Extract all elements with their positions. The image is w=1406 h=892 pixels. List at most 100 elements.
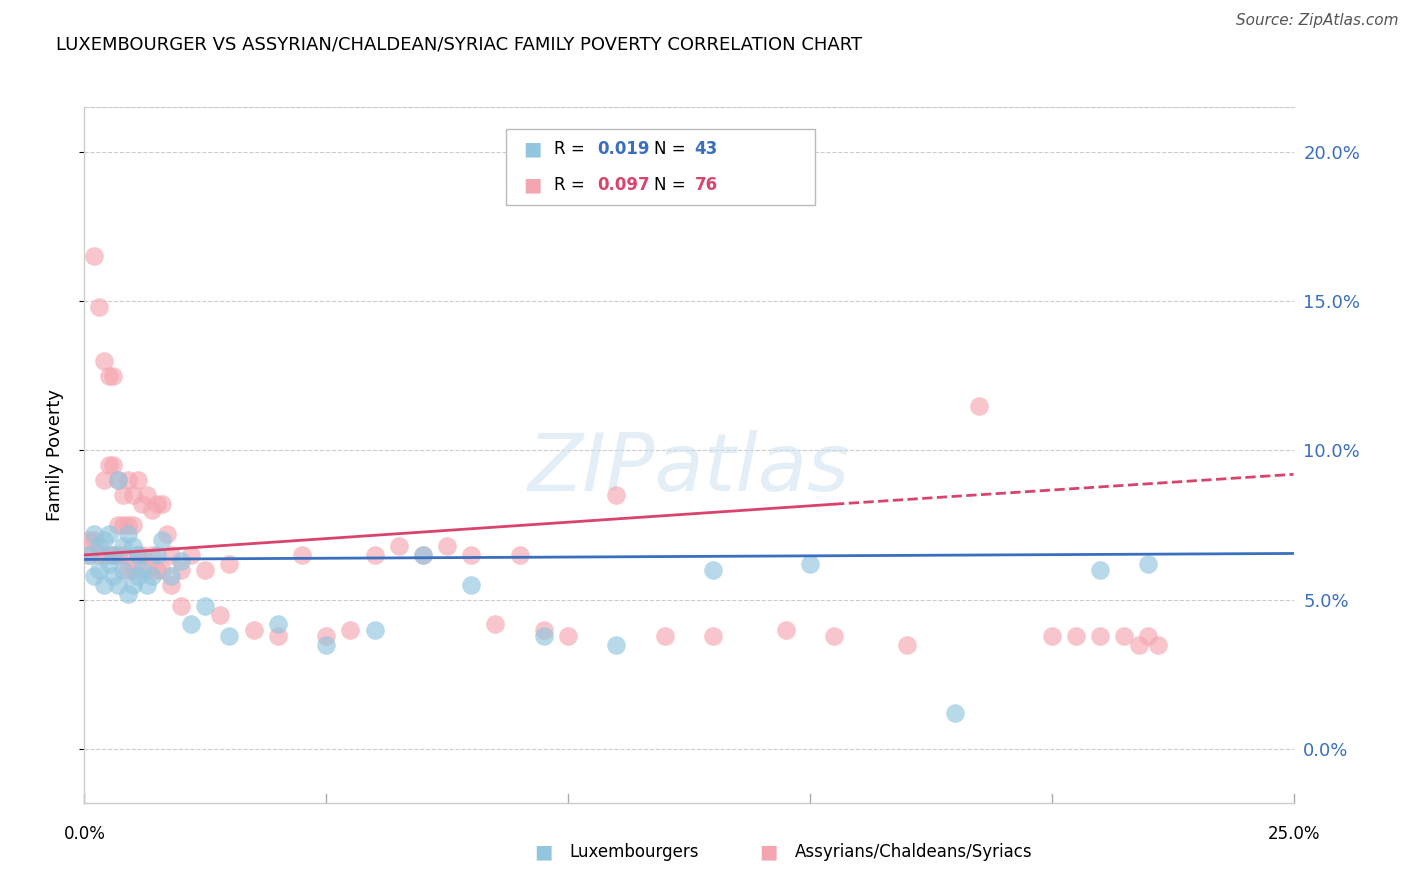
Point bbox=[896, 638, 918, 652]
Point bbox=[146, 563, 169, 577]
Point bbox=[117, 563, 139, 577]
Point bbox=[103, 569, 125, 583]
Point bbox=[823, 629, 845, 643]
Point bbox=[136, 563, 159, 577]
Point bbox=[654, 629, 676, 643]
Point bbox=[112, 563, 135, 577]
Point bbox=[150, 563, 173, 577]
Point bbox=[97, 548, 120, 562]
Point bbox=[533, 623, 555, 637]
Point bbox=[943, 706, 966, 721]
Point bbox=[127, 548, 149, 562]
Point bbox=[775, 623, 797, 637]
Point bbox=[170, 563, 193, 577]
Point bbox=[87, 563, 110, 577]
Text: ■: ■ bbox=[534, 842, 553, 862]
Text: 0.097: 0.097 bbox=[598, 176, 650, 194]
Point bbox=[97, 557, 120, 571]
Point bbox=[131, 563, 153, 577]
Point bbox=[218, 557, 240, 571]
Point bbox=[117, 527, 139, 541]
Point bbox=[702, 629, 724, 643]
Point bbox=[121, 578, 143, 592]
Point bbox=[267, 629, 290, 643]
Point bbox=[315, 629, 337, 643]
Point bbox=[605, 488, 627, 502]
Point bbox=[107, 473, 129, 487]
Point bbox=[509, 548, 531, 562]
Point bbox=[388, 539, 411, 553]
Point bbox=[103, 458, 125, 473]
Point bbox=[180, 548, 202, 562]
Point bbox=[141, 569, 163, 583]
Point bbox=[93, 473, 115, 487]
Point bbox=[121, 518, 143, 533]
Point bbox=[127, 569, 149, 583]
Point bbox=[484, 616, 506, 631]
Point bbox=[146, 497, 169, 511]
Point bbox=[77, 548, 100, 562]
Point bbox=[83, 533, 105, 547]
Point bbox=[218, 629, 240, 643]
Text: ZIPatlas: ZIPatlas bbox=[527, 430, 851, 508]
Point bbox=[121, 539, 143, 553]
Point bbox=[605, 638, 627, 652]
Point bbox=[315, 638, 337, 652]
Point bbox=[141, 548, 163, 562]
Point bbox=[1088, 629, 1111, 643]
Point bbox=[136, 578, 159, 592]
Point bbox=[170, 554, 193, 568]
Point bbox=[412, 548, 434, 562]
Point bbox=[83, 569, 105, 583]
Point bbox=[93, 548, 115, 562]
Text: Luxembourgers: Luxembourgers bbox=[569, 843, 699, 861]
Point bbox=[180, 616, 202, 631]
Point bbox=[112, 539, 135, 553]
Point bbox=[121, 488, 143, 502]
Point bbox=[107, 548, 129, 562]
Y-axis label: Family Poverty: Family Poverty bbox=[45, 389, 63, 521]
Point bbox=[112, 548, 135, 562]
Point bbox=[242, 623, 264, 637]
Point bbox=[87, 548, 110, 562]
Point bbox=[1088, 563, 1111, 577]
Point bbox=[363, 548, 385, 562]
Point bbox=[141, 503, 163, 517]
Text: Source: ZipAtlas.com: Source: ZipAtlas.com bbox=[1236, 13, 1399, 29]
Text: 0.0%: 0.0% bbox=[63, 825, 105, 843]
Point bbox=[103, 548, 125, 562]
Point bbox=[77, 533, 100, 547]
Point bbox=[1128, 638, 1150, 652]
Point bbox=[117, 473, 139, 487]
Point bbox=[1064, 629, 1087, 643]
Point bbox=[460, 548, 482, 562]
Point bbox=[412, 548, 434, 562]
Text: ■: ■ bbox=[523, 139, 541, 159]
Point bbox=[339, 623, 361, 637]
Point bbox=[1137, 557, 1160, 571]
Point bbox=[702, 563, 724, 577]
Point bbox=[150, 533, 173, 547]
Point bbox=[112, 518, 135, 533]
Text: R =: R = bbox=[554, 140, 591, 158]
Point bbox=[103, 368, 125, 383]
Point bbox=[533, 629, 555, 643]
Point bbox=[160, 578, 183, 592]
Point bbox=[194, 563, 217, 577]
Point bbox=[150, 497, 173, 511]
Point bbox=[1114, 629, 1136, 643]
Text: 76: 76 bbox=[695, 176, 717, 194]
Point bbox=[107, 518, 129, 533]
Point bbox=[97, 458, 120, 473]
Point bbox=[107, 578, 129, 592]
Point bbox=[131, 548, 153, 562]
Point bbox=[1147, 638, 1170, 652]
Point bbox=[77, 548, 100, 562]
Point bbox=[93, 354, 115, 368]
Text: LUXEMBOURGER VS ASSYRIAN/CHALDEAN/SYRIAC FAMILY POVERTY CORRELATION CHART: LUXEMBOURGER VS ASSYRIAN/CHALDEAN/SYRIAC… bbox=[56, 36, 862, 54]
Point bbox=[1040, 629, 1063, 643]
Point bbox=[117, 518, 139, 533]
Point bbox=[155, 527, 177, 541]
Point bbox=[557, 629, 579, 643]
Point bbox=[93, 578, 115, 592]
